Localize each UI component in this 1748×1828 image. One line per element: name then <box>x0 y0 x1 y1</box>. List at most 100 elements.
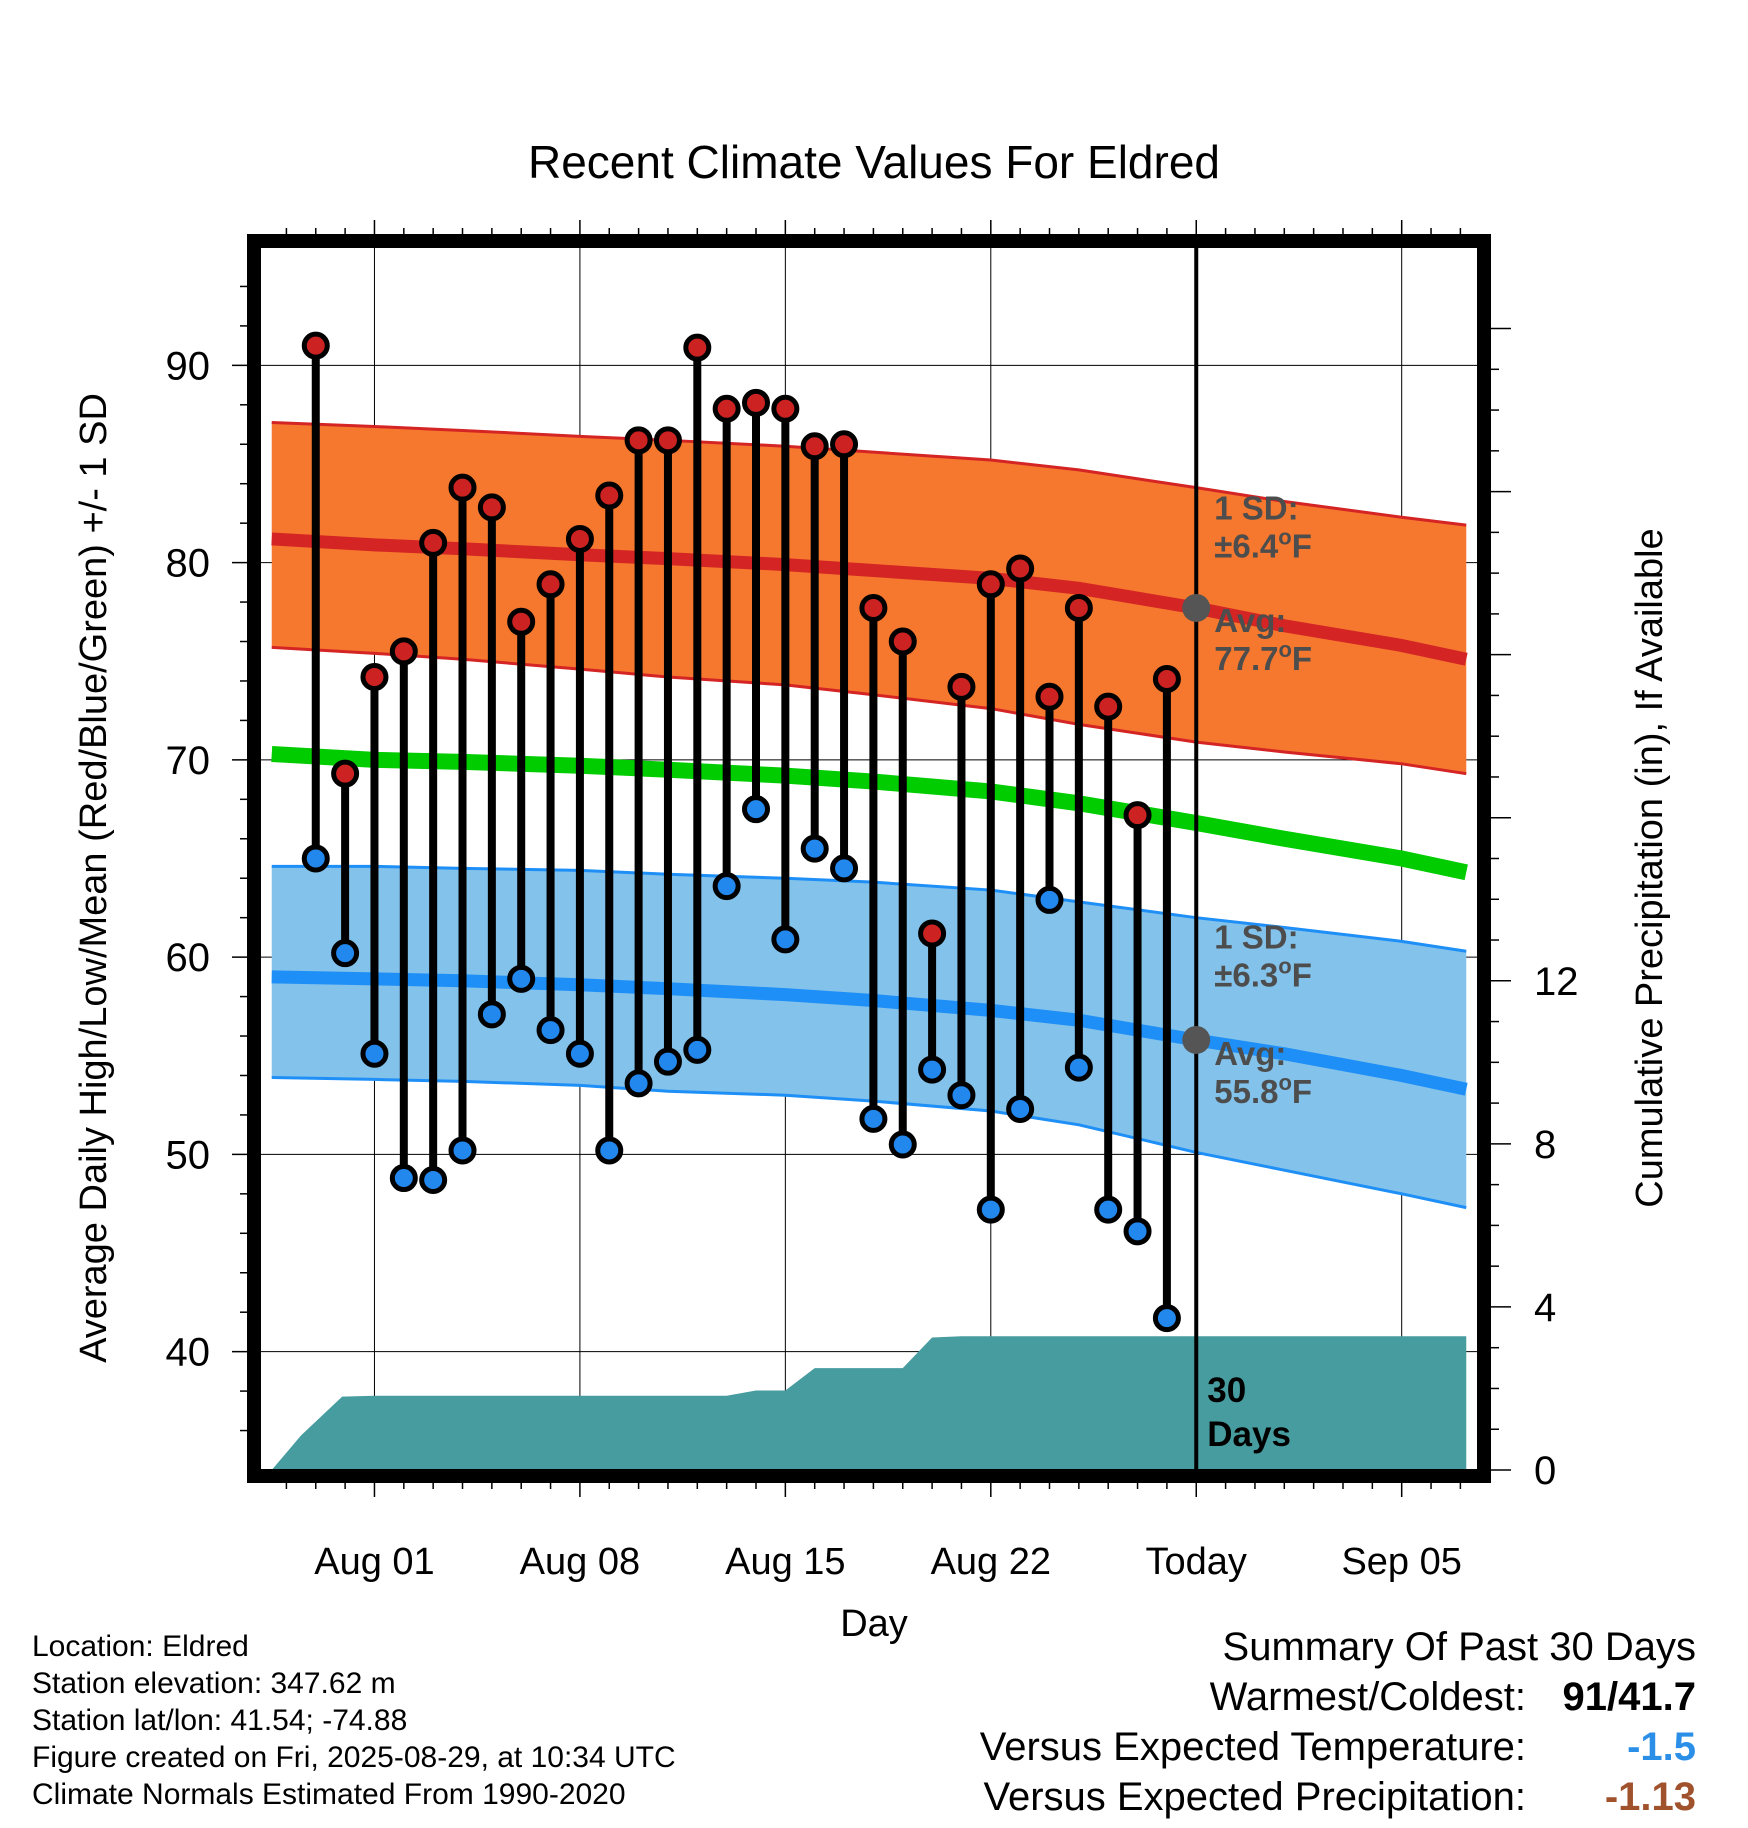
daily-high-point <box>712 394 741 423</box>
daily-high-point <box>1152 664 1181 693</box>
daily-low-point <box>683 1035 712 1064</box>
daily-high-point <box>624 426 653 455</box>
daily-low-point <box>1152 1304 1181 1333</box>
elevation-text: Station elevation: 347.62 m <box>32 1667 396 1700</box>
daily-high-point <box>448 473 477 502</box>
low-avg-annotation-value: 55.8oF <box>1214 1070 1312 1110</box>
daily-low-point <box>360 1039 389 1068</box>
daily-high-point <box>683 333 712 362</box>
daily-low-point <box>477 1000 506 1029</box>
daily-high-point <box>859 593 888 622</box>
low-sd-annotation-value: ±6.3oF <box>1214 954 1312 994</box>
daily-low-point <box>301 844 330 873</box>
warmest-coldest-value: 91/41.7 <box>1562 1675 1696 1719</box>
days-count-label: 30 <box>1207 1371 1246 1410</box>
daily-low-point <box>653 1047 682 1076</box>
daily-low-point <box>1123 1217 1152 1246</box>
normals-text: Climate Normals Estimated From 1990-2020 <box>32 1778 626 1811</box>
daily-high-point <box>419 528 448 557</box>
daily-high-point <box>1123 801 1152 830</box>
daily-high-point <box>565 524 594 553</box>
precip-departure-row: Versus Expected Precipitation: -1.13 <box>980 1772 1696 1822</box>
daily-high-point <box>1006 554 1035 583</box>
y2-tick-label: 4 <box>1534 1286 1556 1330</box>
x-tick-label: Aug 08 <box>520 1541 640 1583</box>
high-avg-annotation-value: 77.7oF <box>1214 637 1312 677</box>
x-tick-label: Aug 22 <box>931 1541 1051 1583</box>
daily-low-point <box>595 1136 624 1165</box>
y-tick-label: 80 <box>166 542 211 586</box>
daily-low-point <box>947 1081 976 1110</box>
location-text: Location: Eldred <box>32 1630 249 1663</box>
daily-low-point <box>712 872 741 901</box>
x-axis-label: Day <box>840 1603 908 1645</box>
daily-low-point <box>1006 1095 1035 1124</box>
daily-high-point <box>331 759 360 788</box>
daily-low-point <box>331 939 360 968</box>
daily-low-point <box>507 964 536 993</box>
daily-high-point <box>301 331 330 360</box>
station-info: Location: Eldred Station elevation: 347.… <box>32 1628 676 1813</box>
y-tick-label: 90 <box>166 344 211 388</box>
daily-high-point <box>1064 593 1093 622</box>
high-avg-annotation-label: Avg: <box>1214 602 1286 639</box>
y-axis-label: Average Daily High/Low/Mean (Red/Blue/Gr… <box>73 393 115 1363</box>
today-avg-low-marker <box>1182 1025 1211 1054</box>
daily-high-point <box>947 672 976 701</box>
y2-axis-label: Cumulative Precipitation (in), If Availa… <box>1629 528 1671 1207</box>
daily-high-point <box>830 430 859 459</box>
y2-tick-label: 0 <box>1534 1449 1556 1493</box>
warmest-coldest-label: Warmest/Coldest: <box>1209 1675 1526 1719</box>
y-tick-label: 60 <box>166 936 211 980</box>
y2-tick-label: 12 <box>1534 960 1579 1004</box>
temp-departure-label: Versus Expected Temperature: <box>979 1725 1526 1769</box>
daily-high-point <box>595 481 624 510</box>
daily-high-point <box>1035 682 1064 711</box>
temp-departure-row: Versus Expected Temperature: -1.5 <box>980 1722 1696 1772</box>
days-count-label: Days <box>1207 1415 1291 1454</box>
high-sd-annotation-label: 1 SD: <box>1214 490 1298 527</box>
warmest-coldest-row: Warmest/Coldest: 91/41.7 <box>980 1672 1696 1722</box>
low-avg-annotation-label: Avg: <box>1214 1035 1286 1072</box>
daily-low-point <box>888 1130 917 1159</box>
low-sd-annotation-label: 1 SD: <box>1214 919 1298 956</box>
daily-low-point <box>389 1164 418 1193</box>
daily-low-point <box>742 795 771 824</box>
plot-frame <box>247 234 1491 1483</box>
precip-departure-label: Versus Expected Precipitation: <box>983 1775 1526 1819</box>
today-avg-high-marker <box>1182 593 1211 622</box>
temp-departure-value: -1.5 <box>1627 1725 1696 1769</box>
daily-low-point <box>624 1069 653 1098</box>
daily-low-point <box>976 1195 1005 1224</box>
daily-low-point <box>800 834 829 863</box>
y-tick-label: 40 <box>166 1331 211 1375</box>
summary-panel: Summary Of Past 30 Days Warmest/Coldest:… <box>980 1622 1696 1822</box>
daily-high-point <box>389 637 418 666</box>
precip-departure-value: -1.13 <box>1604 1775 1696 1819</box>
y2-tick-label: 8 <box>1534 1123 1556 1167</box>
x-tick-label: Aug 15 <box>725 1541 845 1583</box>
daily-low-point <box>565 1039 594 1068</box>
daily-high-point <box>742 388 771 417</box>
daily-high-point <box>771 394 800 423</box>
daily-high-point <box>976 570 1005 599</box>
warmest-value: 91 <box>1562 1675 1608 1719</box>
daily-low-point <box>1035 885 1064 914</box>
daily-low-point <box>448 1136 477 1165</box>
daily-low-point <box>771 925 800 954</box>
daily-high-point <box>536 570 565 599</box>
daily-low-point <box>419 1166 448 1195</box>
y-tick-label: 50 <box>166 1133 211 1177</box>
high-band-upper-edge <box>271 421 1467 527</box>
daily-high-point <box>477 493 506 522</box>
normal-mean-line <box>271 745 1468 881</box>
summary-title: Summary Of Past 30 Days <box>1222 1625 1696 1669</box>
high-sd-annotation-value: ±6.4oF <box>1214 525 1312 565</box>
x-tick-label: Sep 05 <box>1341 1541 1461 1583</box>
daily-high-point <box>653 426 682 455</box>
x-tick-label: Today <box>1146 1541 1247 1583</box>
daily-high-point <box>918 919 947 948</box>
daily-high-point <box>888 627 917 656</box>
